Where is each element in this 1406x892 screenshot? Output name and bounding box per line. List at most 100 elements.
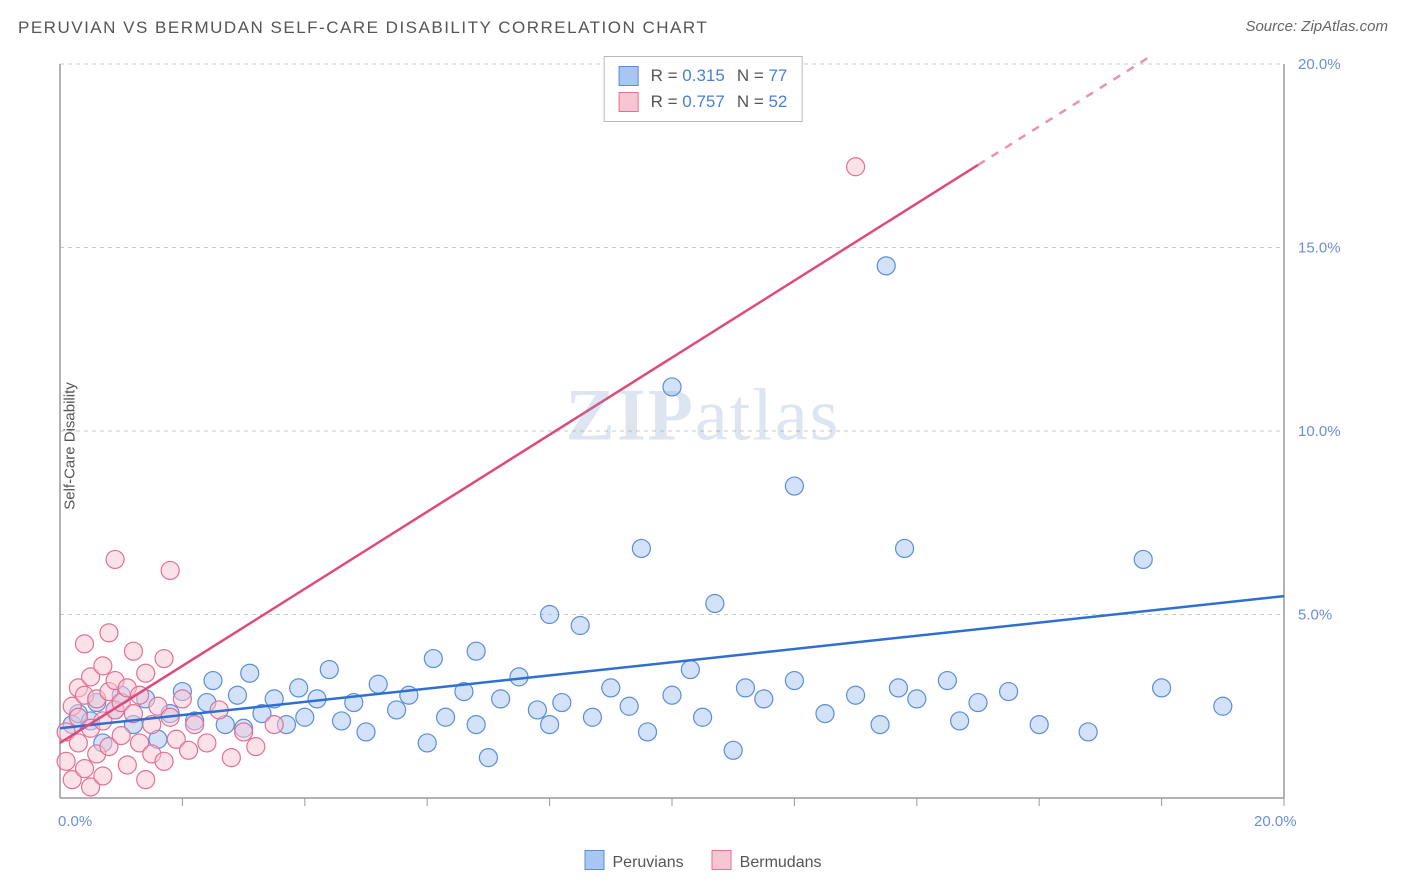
scatter-point [265,716,283,734]
stat-r-label: R = 0.757 [651,89,725,115]
scatter-point [632,539,650,557]
series-legend: PeruviansBermudans [585,850,822,872]
scatter-point [369,675,387,693]
scatter-plot: 5.0%10.0%15.0%20.0%0.0%20.0% ZIPatlas [52,56,1354,838]
stat-n-label: N = 77 [737,63,788,89]
legend-item: Peruvians [585,850,684,872]
scatter-point [951,712,969,730]
scatter-point [155,752,173,770]
scatter-point [871,716,889,734]
scatter-point [694,708,712,726]
legend-swatch [619,66,639,86]
scatter-point [877,257,895,275]
scatter-point [228,686,246,704]
scatter-point [186,716,204,734]
scatter-point [124,642,142,660]
scatter-point [1214,697,1232,715]
legend-swatch [712,850,732,870]
scatter-point [571,617,589,635]
y-tick-label: 20.0% [1298,56,1341,73]
stat-n-label: N = 52 [737,89,788,115]
scatter-point [467,642,485,660]
scatter-point [94,657,112,675]
scatter-point [681,661,699,679]
scatter-point [816,705,834,723]
scatter-point [57,752,75,770]
scatter-point [320,661,338,679]
scatter-point [663,378,681,396]
y-tick-label: 5.0% [1298,607,1332,624]
scatter-point [357,723,375,741]
trend-line [60,596,1284,728]
scatter-point [847,686,865,704]
scatter-point [1134,550,1152,568]
scatter-point [290,679,308,697]
scatter-point [118,756,136,774]
scatter-point [1000,683,1018,701]
y-tick-label: 15.0% [1298,240,1341,257]
scatter-point [492,690,510,708]
scatter-point [161,561,179,579]
scatter-point [333,712,351,730]
stat-r-label: R = 0.315 [651,63,725,89]
scatter-point [198,734,216,752]
scatter-point [222,749,240,767]
scatter-point [75,635,93,653]
scatter-point [785,672,803,690]
scatter-point [541,716,559,734]
scatter-point [235,723,253,741]
scatter-point [755,690,773,708]
scatter-point [388,701,406,719]
stats-row: R = 0.315 N = 77 [619,63,788,89]
legend-swatch [585,850,605,870]
scatter-point [528,701,546,719]
scatter-point [479,749,497,767]
scatter-point [908,690,926,708]
scatter-point [541,606,559,624]
scatter-point [1153,679,1171,697]
scatter-point [1030,716,1048,734]
x-tick-label: 0.0% [58,813,92,830]
scatter-point [75,760,93,778]
scatter-point [724,741,742,759]
scatter-point [112,727,130,745]
scatter-point [106,550,124,568]
scatter-point [602,679,620,697]
scatter-point [785,477,803,495]
scatter-point [706,594,724,612]
scatter-point [137,664,155,682]
scatter-point [553,694,571,712]
scatter-point [247,738,265,756]
chart-svg: 5.0% 10.0% 15.0% 20.0% 0.0% 20.0% [52,56,1354,838]
scatter-point [639,723,657,741]
scatter-point [296,708,314,726]
stats-box: R = 0.315 N = 77 R = 0.757 N = 52 [604,56,803,122]
scatter-point [180,741,198,759]
scatter-point [1079,723,1097,741]
scatter-point [424,650,442,668]
scatter-point [896,539,914,557]
scatter-point [204,672,222,690]
scatter-point [969,694,987,712]
scatter-point [100,624,118,642]
scatter-point [155,650,173,668]
scatter-point [418,734,436,752]
scatter-point [467,716,485,734]
scatter-point [583,708,601,726]
scatter-point [437,708,455,726]
scatter-point [620,697,638,715]
scatter-point [94,767,112,785]
scatter-point [173,690,191,708]
y-tick-label: 10.0% [1298,423,1341,440]
scatter-point [137,771,155,789]
scatter-point [663,686,681,704]
legend-swatch [619,92,639,112]
scatter-point [938,672,956,690]
trend-line-dashed [978,56,1284,165]
scatter-point [847,158,865,176]
x-tick-label: 20.0% [1254,813,1297,830]
scatter-point [736,679,754,697]
scatter-point [241,664,259,682]
trend-line [60,165,978,743]
stats-row: R = 0.757 N = 52 [619,89,788,115]
